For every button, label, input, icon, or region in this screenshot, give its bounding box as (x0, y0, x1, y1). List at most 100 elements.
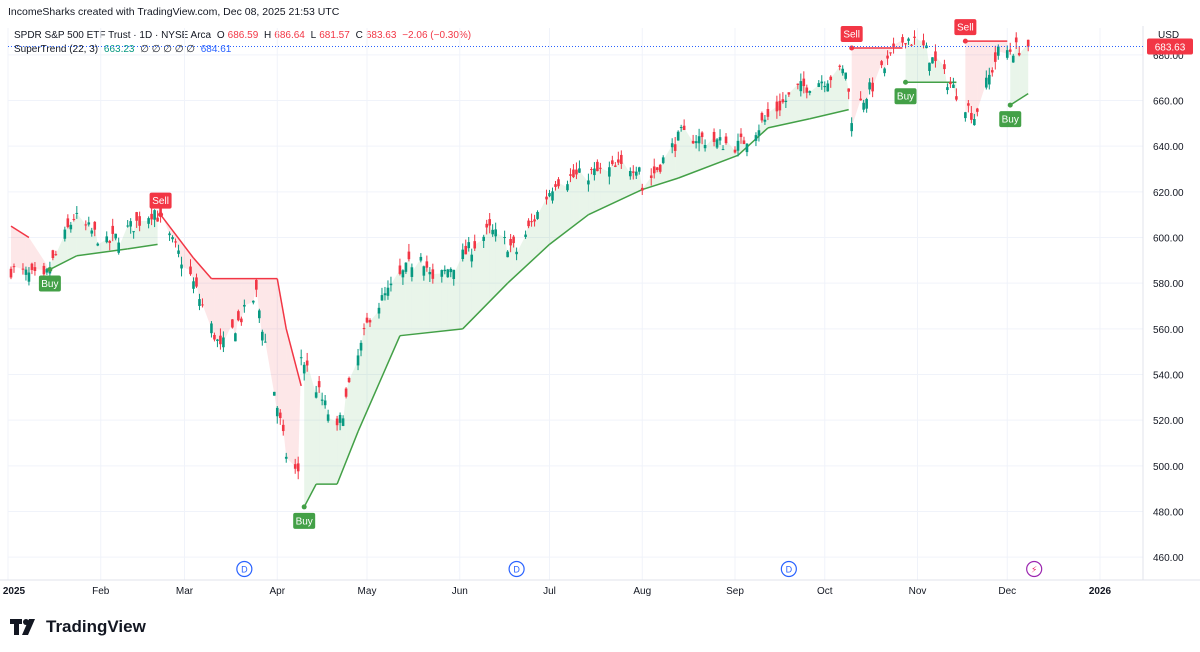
trend-fill-segment (672, 145, 676, 181)
candle-body (566, 184, 569, 191)
trend-fill-segment (444, 270, 448, 331)
earnings-marker-label: ⚡ (1031, 566, 1037, 576)
trend-fill-segment (358, 346, 362, 432)
candle-body (192, 281, 195, 289)
tradingview-logo-icon (10, 619, 35, 635)
buy-signal-badge (999, 111, 1022, 128)
candle-body (180, 264, 183, 269)
candle-body (871, 82, 874, 92)
open-label: O (216, 30, 225, 41)
candle-body (931, 57, 934, 64)
candle-body (485, 223, 488, 228)
trend-fill-segment (223, 278, 233, 343)
candle-body (967, 103, 970, 106)
candle-body (231, 319, 234, 328)
candle-body (320, 399, 324, 401)
dividend-marker-label: D (241, 565, 248, 575)
tradingview-logo[interactable]: TradingView (10, 617, 146, 637)
candle-body (108, 240, 112, 243)
candle-body (174, 241, 177, 243)
trend-fill-segment (860, 47, 864, 107)
candle-body (425, 261, 429, 268)
candle-body (114, 233, 118, 239)
candle-body (401, 270, 405, 278)
candle-body (808, 91, 812, 93)
currency-label[interactable]: USD (1158, 30, 1180, 41)
supertrend-segment (588, 188, 643, 216)
trend-fill-segment (265, 278, 275, 394)
candle-body (760, 112, 764, 121)
trend-fill-segment (211, 278, 215, 338)
candle-body (524, 234, 527, 237)
trend-fill-segment (169, 226, 173, 239)
candle-body (389, 283, 393, 286)
trend-fill-segment (525, 223, 529, 267)
supertrend-segment (276, 278, 287, 329)
candle-body (850, 123, 853, 132)
supertrend-segment (809, 108, 849, 120)
trend-fill-segment (537, 198, 547, 256)
trend-fill-segment (705, 136, 715, 168)
dividend-marker-label: D (786, 565, 793, 575)
candle-body (93, 221, 97, 230)
y-tick-label: 480.00 (1153, 508, 1184, 519)
candle-body (341, 418, 345, 426)
candle-body (775, 101, 779, 112)
candle-body (634, 171, 638, 176)
candle-body (213, 334, 216, 340)
signal-label: Buy (296, 516, 313, 527)
supertrend-segment (357, 335, 401, 432)
symbol-title[interactable]: SPDR S&P 500 ETF Trust · 1D · NYSE Arca (14, 30, 212, 41)
candle-body (383, 293, 387, 296)
candle-body (171, 237, 174, 240)
candle-body (838, 65, 842, 67)
candle-body (754, 135, 758, 141)
dividend-marker-icon (508, 560, 525, 578)
candle-body (691, 140, 695, 144)
trend-fill-segment (615, 161, 619, 203)
trend-fill-segment (378, 297, 382, 384)
trend-fill-segment (998, 41, 1008, 54)
trend-fill-segment (462, 250, 466, 329)
dividend-marker-icon (780, 560, 797, 578)
candle-body (252, 300, 255, 303)
trend-fill-segment (702, 134, 706, 169)
candle-body (467, 242, 471, 249)
candle-body (258, 310, 261, 319)
candle-body (718, 137, 722, 141)
trend-fill-segment (797, 84, 801, 122)
supertrend-segment (127, 243, 158, 250)
candle-body (802, 78, 806, 87)
price-change: −2.06 (−0.30%) (402, 30, 472, 41)
candle-body (628, 170, 632, 177)
trend-fill-segment (872, 47, 882, 88)
trend-fill-segment (618, 159, 622, 201)
candle-body (69, 224, 73, 230)
trend-fill-segment (235, 278, 239, 338)
trend-fill-segment (914, 37, 924, 83)
candle-body (682, 125, 686, 130)
candle-body (84, 224, 88, 226)
trend-fill-segment (621, 159, 631, 200)
candle-body (569, 174, 572, 176)
candle-body (527, 220, 530, 227)
trend-fill-segment (280, 295, 284, 428)
trend-fill-segment (337, 418, 341, 485)
trend-fill-segment (390, 269, 400, 357)
signal-label: Buy (41, 279, 58, 290)
candle-body (557, 179, 560, 187)
trend-fill-segment (740, 135, 744, 153)
tradingview-wordmark: TradingView (46, 617, 146, 636)
trend-fill-segment (196, 261, 200, 303)
last-price-label: 683.63 (1155, 43, 1186, 54)
candle-body (590, 169, 593, 171)
supertrend-segment (10, 225, 30, 239)
indicator-name[interactable]: SuperTrend (22, 3) (14, 44, 99, 55)
trend-fill-segment (67, 222, 71, 261)
trend-fill-segment (845, 75, 849, 111)
trend-fill-segment (576, 170, 580, 224)
trend-fill-segment (85, 223, 89, 255)
candle-body (578, 168, 581, 173)
trend-fill-segment (471, 244, 475, 320)
